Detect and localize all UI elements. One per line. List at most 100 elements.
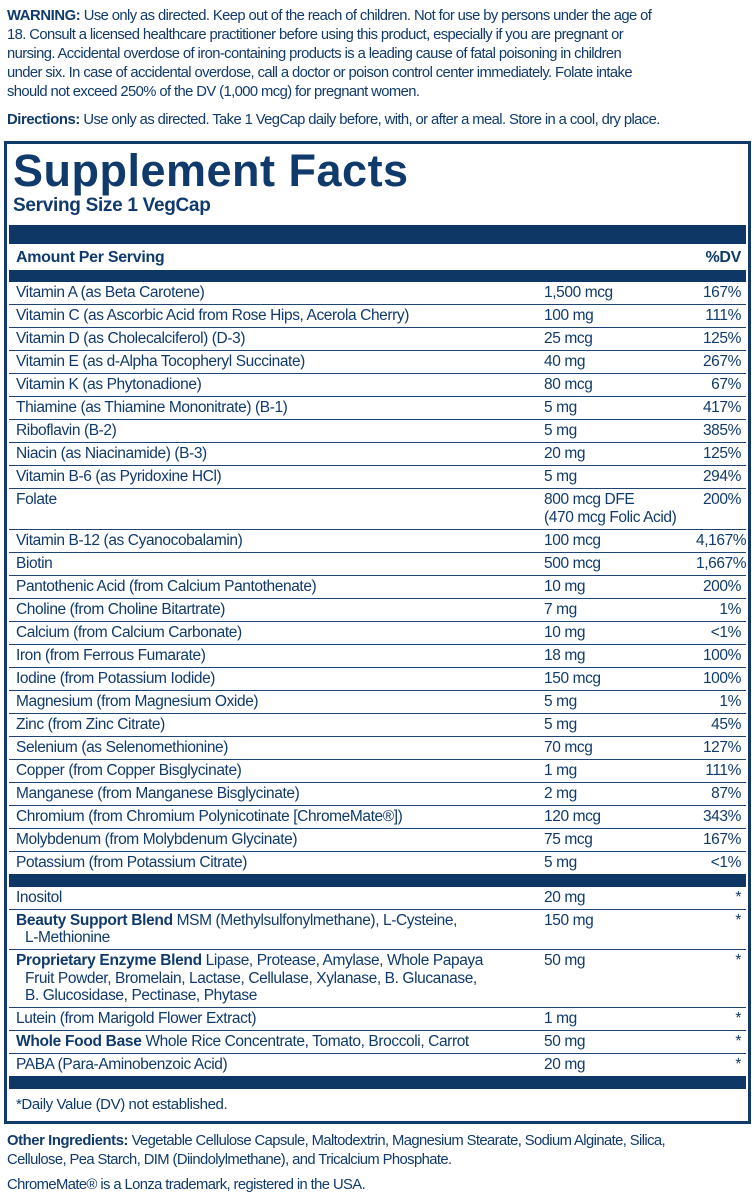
nutrient-dv: * xyxy=(735,888,741,906)
nutrient-amount: 20 mg xyxy=(544,888,586,906)
nutrient-dv: 1% xyxy=(719,600,741,618)
serving-size: Serving Size 1 VegCap xyxy=(13,195,211,216)
nutrient-amount: 5 mg xyxy=(544,715,577,733)
nutrient-name: Iron (from Ferrous Fumarate) xyxy=(16,646,206,664)
column-header-dv: %DV xyxy=(705,249,741,266)
nutrient-dv: 200% xyxy=(702,491,741,508)
nutrient-dv: <1% xyxy=(710,623,742,641)
nutrient-name: Biotin xyxy=(16,554,53,572)
nutrient-dv: 125% xyxy=(702,330,741,347)
nutrient-name: Lutein (from Marigold Flower Extract) xyxy=(16,1010,257,1027)
nutrient-amount: 1 mg xyxy=(544,1010,577,1027)
nutrient-amount: 7 mg xyxy=(544,600,577,618)
nutrient-amount: 150 mg xyxy=(544,911,594,929)
nutrient-dv: 167% xyxy=(702,284,741,301)
nutrient-amount: 75 mcg xyxy=(544,830,593,848)
nutrient-name: PABA (Para-Aminobenzoic Acid) xyxy=(16,1056,228,1073)
nutrient-dv: 111% xyxy=(705,761,741,779)
nutrient-amount: 800 mcg DFE (470 mcg Folic Acid) xyxy=(544,491,677,526)
column-header-amount: Amount Per Serving xyxy=(16,249,165,266)
nutrient-row: Potassium (from Potassium Citrate) 5 mg … xyxy=(9,850,746,874)
nutrient-row: Lutein (from Marigold Flower Extract) 1 … xyxy=(9,1007,746,1030)
nutrient-row: Beauty Support Blend MSM (Methylsulfonyl… xyxy=(9,908,746,950)
nutrient-dv: * xyxy=(735,1056,741,1073)
directions-label: Directions: xyxy=(7,112,80,128)
nutrient-row: Inositol 20 mg * xyxy=(9,887,746,909)
panel-title: Supplement Facts xyxy=(13,145,409,196)
nutrient-name: Vitamin B-6 (as Pyridoxine HCl) xyxy=(16,468,222,485)
nutrient-row: PABA (Para-Aminobenzoic Acid) 20 mg * xyxy=(9,1053,746,1076)
nutrient-amount: 500 mcg xyxy=(544,554,601,572)
column-header-bar xyxy=(9,270,746,282)
nutrient-name: Magnesium (from Magnesium Oxide) xyxy=(16,692,259,710)
nutrient-name: Molybdenum (from Molybdenum Glycinate) xyxy=(16,830,298,848)
other-ingredients-label: Other Ingredients: xyxy=(7,1133,129,1149)
nutrient-row: Proprietary Enzyme Blend Lipase, Proteas… xyxy=(9,949,746,1007)
nutrient-row: Whole Food Base Whole Rice Concentrate, … xyxy=(9,1030,746,1053)
nutrient-amount: 10 mg xyxy=(544,577,586,595)
nutrient-row: Vitamin C (as Ascorbic Acid from Rose Hi… xyxy=(9,304,746,327)
nutrient-row: Niacin (as Niacinamide) (B-3) 20 mg 125% xyxy=(9,442,746,465)
nutrient-name: Folate xyxy=(16,491,57,508)
nutrient-row: Calcium (from Calcium Carbonate) 10 mg <… xyxy=(9,620,746,644)
nutrient-dv: 343% xyxy=(702,807,741,825)
nutrient-amount: 40 mg xyxy=(544,353,586,370)
warning-note: WARNING: Use only as directed. Keep out … xyxy=(4,7,751,102)
nutrient-row: Riboflavin (B-2) 5 mg 385% xyxy=(9,419,746,442)
nutrient-dv: 1,667% xyxy=(696,554,747,572)
column-header-row: Amount Per Serving %DV xyxy=(9,244,746,270)
nutrient-name: Proprietary Enzyme Blend Lipase, Proteas… xyxy=(16,952,483,1004)
nutrient-dv: 267% xyxy=(702,353,741,370)
nutrient-dv: <1% xyxy=(710,853,742,871)
supplement-facts-panel: Supplement Facts Serving Size 1 VegCap A… xyxy=(4,141,751,1124)
nutrient-name: Selenium (as Selenomethionine) xyxy=(16,738,229,756)
nutrient-row: Choline (from Choline Bitartrate) 7 mg 1… xyxy=(9,597,746,621)
nutrient-dv: 45% xyxy=(711,715,741,733)
nutrient-row: Selenium (as Selenomethionine) 70 mcg 12… xyxy=(9,735,746,759)
nutrient-name: Vitamin K (as Phytonadione) xyxy=(16,376,202,393)
nutrient-row: Vitamin A (as Beta Carotene) 1,500 mcg 1… xyxy=(9,282,746,304)
nutrient-name: Iodine (from Potassium Iodide) xyxy=(16,669,216,687)
nutrient-dv: * xyxy=(735,1033,741,1050)
nutrient-dv: * xyxy=(735,1010,741,1027)
nutrient-amount: 50 mg xyxy=(544,1033,586,1050)
nutrient-amount: 5 mg xyxy=(544,422,577,439)
nutrient-name: Niacin (as Niacinamide) (B-3) xyxy=(16,445,207,462)
other-ingredients-note: Other Ingredients: Vegetable Cellulose C… xyxy=(4,1132,751,1170)
section-divider-bar xyxy=(9,873,746,887)
nutrient-dv: 111% xyxy=(705,307,741,324)
nutrient-name: Calcium (from Calcium Carbonate) xyxy=(16,623,242,641)
nutrient-amount: 70 mcg xyxy=(544,738,593,756)
nutrient-row: Pantothenic Acid (from Calcium Pantothen… xyxy=(9,574,746,598)
nutrient-name: Zinc (from Zinc Citrate) xyxy=(16,715,165,733)
nutrient-row: Iodine (from Potassium Iodide) 150 mcg 1… xyxy=(9,666,746,690)
nutrient-row: Zinc (from Zinc Citrate) 5 mg 45% xyxy=(9,712,746,736)
nutrient-name: Beauty Support Blend MSM (Methylsulfonyl… xyxy=(16,911,457,947)
warning-text: Use only as directed. Keep out of the re… xyxy=(7,8,652,100)
nutrient-row: Molybdenum (from Molybdenum Glycinate) 7… xyxy=(9,827,746,851)
nutrient-name: Chromium (from Chromium Polynicotinate [… xyxy=(16,807,403,825)
nutrient-dv: 100% xyxy=(702,669,741,687)
nutrient-name: Vitamin A (as Beta Carotene) xyxy=(16,284,205,301)
nutrient-row: Biotin 500 mcg 1,667% xyxy=(9,551,747,575)
daily-value-footnote: *Daily Value (DV) not established. xyxy=(16,1096,228,1113)
nutrient-name: Vitamin D (as Cholecalciferol) (D-3) xyxy=(16,330,246,347)
nutrient-dv: 125% xyxy=(702,445,741,462)
nutrient-row: Vitamin D (as Cholecalciferol) (D-3) 25 … xyxy=(9,327,746,350)
nutrient-name-bold-prefix: Whole Food Base xyxy=(16,1033,142,1050)
nutrient-row: Vitamin B-6 (as Pyridoxine HCl) 5 mg 294… xyxy=(9,465,746,488)
nutrient-name: Vitamin B-12 (as Cyanocobalamin) xyxy=(16,531,243,549)
nutrient-dv: 4,167% xyxy=(696,531,747,549)
nutrient-dv: 167% xyxy=(702,830,741,848)
nutrient-name: Inositol xyxy=(16,888,62,906)
nutrient-amount: 25 mcg xyxy=(544,330,593,347)
nutrient-dv: 127% xyxy=(702,738,741,756)
nutrient-amount: 5 mg xyxy=(544,853,577,871)
nutrient-amount: 1 mg xyxy=(544,761,577,779)
nutrient-amount: 5 mg xyxy=(544,399,577,416)
warning-label: WARNING: xyxy=(7,8,81,24)
nutrient-dv: 1% xyxy=(719,692,741,710)
nutrient-row: Thiamine (as Thiamine Mononitrate) (B-1)… xyxy=(9,396,746,419)
nutrient-dv: 294% xyxy=(702,468,741,485)
nutrient-dv: * xyxy=(735,952,741,969)
